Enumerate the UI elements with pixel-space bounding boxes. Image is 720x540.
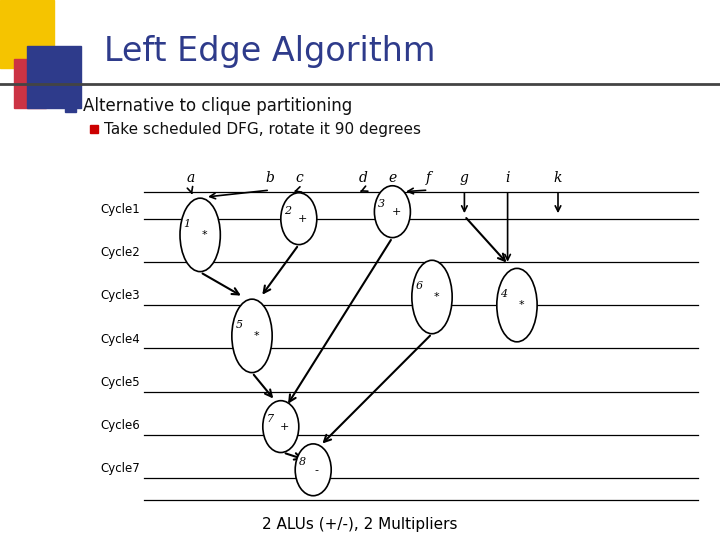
Text: 7: 7 [266,414,274,424]
Text: Left Edge Algorithm: Left Edge Algorithm [104,35,436,68]
Text: Cycle3: Cycle3 [101,289,140,302]
Text: 3: 3 [378,199,385,209]
Text: 2 ALUs (+/-), 2 Multipliers: 2 ALUs (+/-), 2 Multipliers [262,517,458,532]
Ellipse shape [295,444,331,496]
Ellipse shape [281,193,317,245]
Bar [65,100,76,112]
Text: +: + [279,422,289,431]
Text: f: f [426,171,431,185]
Text: 6: 6 [415,281,423,291]
Text: g: g [460,171,469,185]
Text: d: d [359,171,368,185]
Text: *: * [253,331,259,341]
Text: *: * [433,292,439,302]
Text: Cycle5: Cycle5 [101,376,140,389]
Text: -: - [315,465,319,475]
Ellipse shape [263,401,299,453]
Text: e: e [388,171,397,185]
Text: 8: 8 [299,457,306,467]
Ellipse shape [180,198,220,272]
Text: 4: 4 [500,289,508,299]
Bar [27,46,81,108]
Text: 5: 5 [235,320,243,330]
Bar [14,59,46,108]
Text: Cycle7: Cycle7 [101,462,140,475]
Text: 2: 2 [284,206,292,216]
Bar [0,0,54,68]
Text: *: * [202,230,207,240]
Text: i: i [505,171,510,185]
Ellipse shape [232,299,272,373]
Text: 1: 1 [184,219,191,229]
Bar [90,125,98,133]
Text: b: b [266,171,274,185]
Text: k: k [554,171,562,185]
Text: c: c [295,171,302,185]
Text: Cycle4: Cycle4 [101,333,140,346]
Text: Cycle2: Cycle2 [101,246,140,259]
Text: +: + [391,207,401,217]
Text: Cycle6: Cycle6 [101,419,140,432]
Text: a: a [186,171,195,185]
Text: +: + [297,214,307,224]
Ellipse shape [374,186,410,238]
Ellipse shape [412,260,452,334]
Ellipse shape [497,268,537,342]
Text: Take scheduled DFG, rotate it 90 degrees: Take scheduled DFG, rotate it 90 degrees [104,122,421,137]
Text: *: * [518,300,524,310]
Text: Cycle1: Cycle1 [101,203,140,216]
Text: Alternative to clique partitioning: Alternative to clique partitioning [83,97,352,116]
